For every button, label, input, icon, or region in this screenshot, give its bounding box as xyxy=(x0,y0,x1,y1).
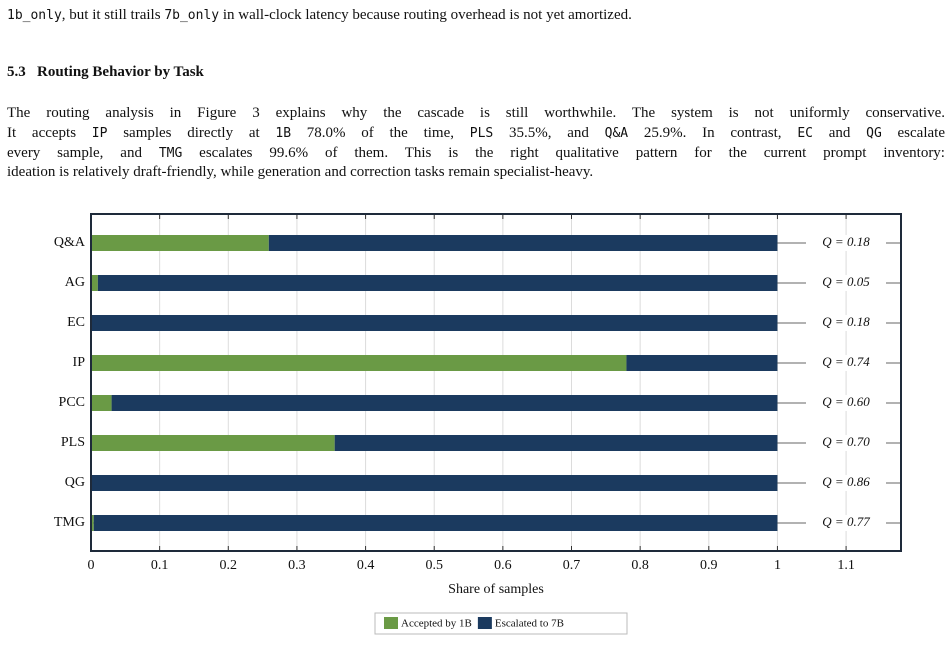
x-axis-label: Share of samples xyxy=(448,582,544,597)
text-run: 25.9%. In contrast, xyxy=(628,125,798,141)
legend-label: Accepted by 1B xyxy=(401,618,472,630)
section-heading: 5.3 Routing Behavior by Task xyxy=(7,64,204,81)
text-run: and xyxy=(812,125,867,141)
text-run: samples directly at xyxy=(107,125,276,141)
y-tick-label: QG xyxy=(65,475,85,490)
annotation-bg xyxy=(806,275,886,291)
x-tick-label: 0.3 xyxy=(288,558,306,573)
bar-segment xyxy=(111,395,778,411)
text-run: , but it still trails xyxy=(61,7,165,23)
paragraph-line: It accepts IP samples directly at 1B 78.… xyxy=(7,124,945,143)
text-run: 78.0% of the time, xyxy=(291,125,470,141)
code-text: 1b_only xyxy=(7,8,62,23)
y-tick-label: IP xyxy=(73,355,86,370)
plot-frame xyxy=(90,213,902,552)
legend-swatch xyxy=(384,617,398,629)
annotation-bg xyxy=(806,475,886,491)
legend-swatch xyxy=(477,617,492,629)
x-tick-label: 1 xyxy=(774,558,781,573)
annotation: Q = 0.74 xyxy=(822,354,870,369)
bar-segment xyxy=(268,235,778,251)
x-tick-label: 0 xyxy=(88,558,95,573)
x-tick-label: 0.7 xyxy=(563,558,581,573)
section-title: Routing Behavior by Task xyxy=(37,64,204,80)
y-tick-label: Q&A xyxy=(54,235,86,250)
x-tick-label: 1.1 xyxy=(837,558,855,573)
paragraph-line: The routing analysis in Figure 3 explain… xyxy=(7,104,945,122)
text-run: It accepts xyxy=(7,125,92,141)
y-tick-label: EC xyxy=(67,315,85,330)
annotation-bg xyxy=(806,435,886,451)
legend-box xyxy=(374,612,628,635)
bar-segment xyxy=(334,435,778,451)
annotation: Q = 0.05 xyxy=(822,274,870,289)
x-tick-label: 0.4 xyxy=(357,558,375,573)
bar-segment xyxy=(626,355,778,371)
text-run: ideation is relatively draft-friendly, w… xyxy=(7,164,594,180)
text-run: escalate xyxy=(881,125,945,141)
y-tick-label: PLS xyxy=(61,435,85,450)
text-run: every sample, and xyxy=(7,145,159,161)
annotation: Q = 0.86 xyxy=(822,474,870,489)
y-tick-label: TMG xyxy=(54,515,85,530)
annotation-bg xyxy=(806,515,886,531)
bar-segment xyxy=(91,435,335,451)
section-number: 5.3 xyxy=(7,64,26,80)
code-text: Q&A xyxy=(604,126,629,141)
bar-segment xyxy=(93,515,778,531)
bar-segment xyxy=(91,475,778,491)
bar-segment xyxy=(91,275,98,291)
code-text: PLS xyxy=(469,126,494,141)
bar-segment xyxy=(91,235,269,251)
legend-label: Escalated to 7B xyxy=(495,618,564,630)
text-run: The routing analysis in Figure 3 explain… xyxy=(7,105,945,121)
paragraph-line: ideation is relatively draft-friendly, w… xyxy=(7,163,945,181)
y-tick-label: PCC xyxy=(59,395,85,410)
code-text: TMG xyxy=(158,146,183,161)
code-text: QG xyxy=(866,126,882,141)
annotation-bg xyxy=(806,235,886,251)
annotation: Q = 0.18 xyxy=(822,314,870,329)
code-text: EC xyxy=(797,126,813,141)
intro-line: 1b_only, but it still trails 7b_only in … xyxy=(7,6,945,25)
paragraph-line: every sample, and TMG escalates 99.6% of… xyxy=(7,144,945,163)
annotation-bg xyxy=(806,355,886,371)
text-run: in wall-clock latency because routing ov… xyxy=(219,7,632,23)
annotation-bg xyxy=(806,395,886,411)
annotation: Q = 0.18 xyxy=(822,234,870,249)
bar-segment xyxy=(91,315,778,331)
code-text: 1B xyxy=(275,126,292,141)
x-tick-label: 0.1 xyxy=(151,558,169,573)
code-text: 7b_only xyxy=(164,8,220,23)
bar-segment xyxy=(91,355,627,371)
code-text: IP xyxy=(91,126,108,141)
text-run: 35.5%, and xyxy=(493,125,605,141)
x-tick-label: 0.2 xyxy=(220,558,238,573)
text-run: escalates 99.6% of them. This is the rig… xyxy=(182,145,945,161)
x-tick-label: 0.8 xyxy=(631,558,649,573)
annotation: Q = 0.77 xyxy=(822,514,870,529)
bar-segment xyxy=(91,515,94,531)
bar-segment xyxy=(91,395,112,411)
bar-segment xyxy=(97,275,778,291)
annotation: Q = 0.60 xyxy=(822,394,870,409)
annotation: Q = 0.70 xyxy=(822,434,870,449)
x-tick-label: 0.6 xyxy=(494,558,512,573)
x-tick-label: 0.5 xyxy=(425,558,443,573)
y-tick-label: AG xyxy=(65,275,85,290)
x-tick-label: 0.9 xyxy=(700,558,718,573)
annotation-bg xyxy=(806,315,886,331)
